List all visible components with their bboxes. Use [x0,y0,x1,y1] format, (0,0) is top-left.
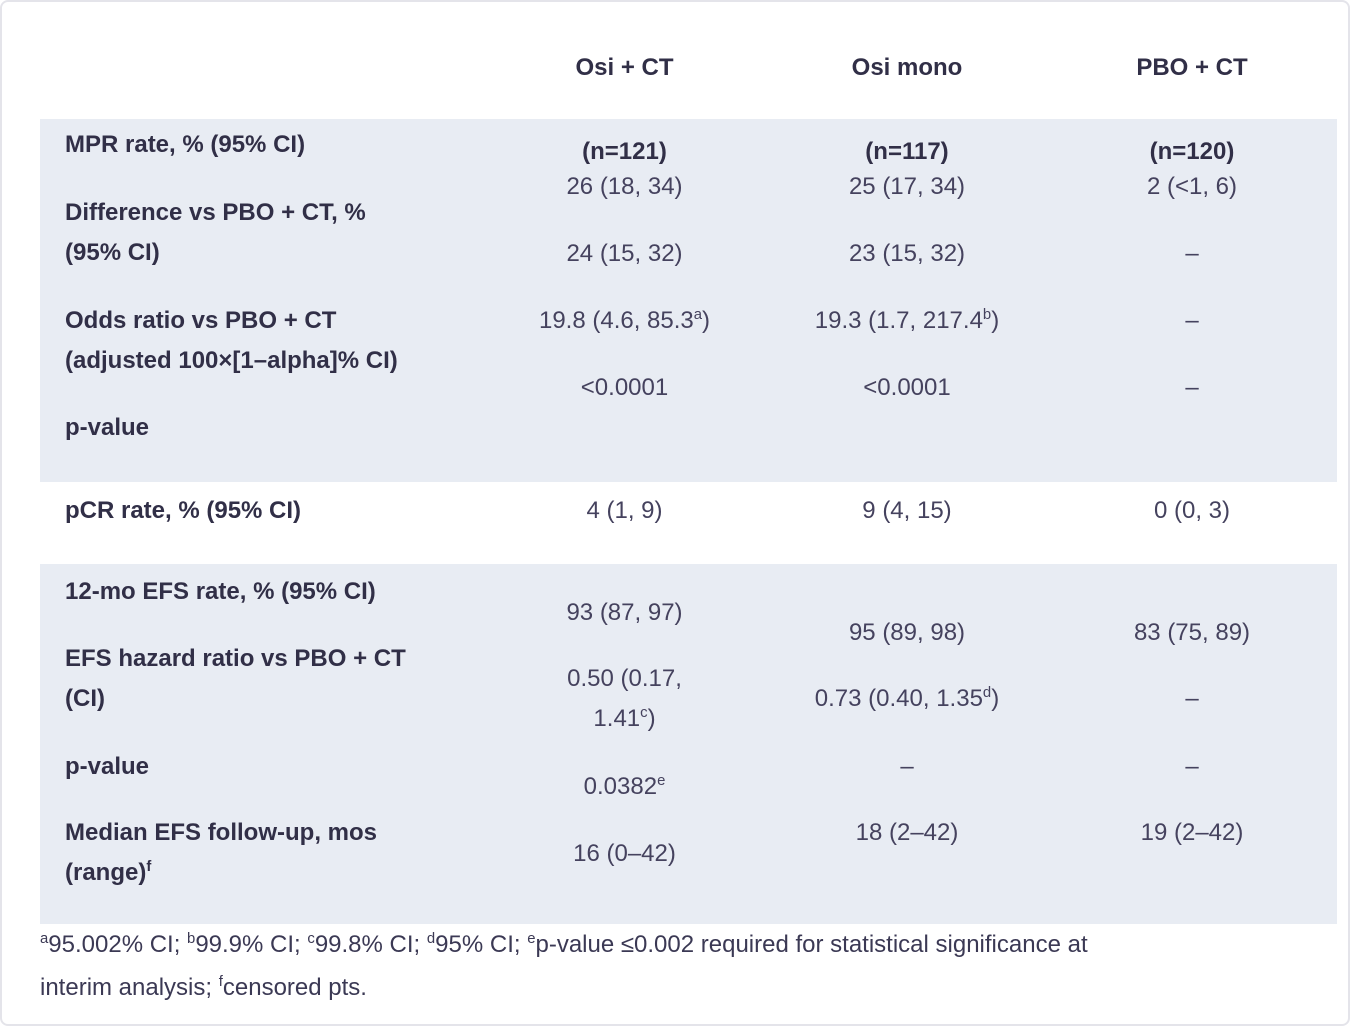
cell-efs-hazard-ratio-osi-ct: 0.50 (0.17, 1.41c) [567,665,682,732]
cell-mpr-difference-osi-mono: 23 (15, 32) [848,240,966,267]
column-header-n: (n=120) [1149,138,1235,165]
row-label-efs-12mo-rate: 12-mo EFS rate, % (95% CI) [65,578,376,605]
cell-efs-12mo-rate-osi-ct: 93 (87, 97) [566,599,683,626]
cell-mpr-p-value-osi-ct: <0.0001 [580,374,669,401]
cell-efs-hazard-ratio-pbo-ct: – [1185,685,1199,712]
row-label-mpr-p-value: p-value [65,414,150,441]
row-label-mpr-rate: MPR rate, % (95% CI) [65,131,306,158]
row-label-pcr-rate: pCR rate, % (95% CI) [65,497,302,524]
shaded-section-efs [40,564,1337,924]
shaded-section-mpr [40,119,1337,482]
row-label-efs-p-value: p-value [65,753,150,780]
cell-pcr-rate-osi-mono: 9 (4, 15) [862,497,952,524]
row-label-mpr-odds-ratio: Odds ratio vs PBO + CT (adjusted 100×[1–… [65,307,398,374]
column-header-n: (n=117) [865,138,949,165]
cell-mpr-rate-osi-mono: 25 (17, 34) [848,173,966,200]
column-header-osi-mono: Osi mono (n=117) [790,5,1024,215]
table-footnote: a95.002% CI; b99.9% CI; c99.8% CI; d95% … [40,931,1088,1001]
row-label-efs-hazard-ratio: EFS hazard ratio vs PBO + CT (CI) [65,645,406,712]
cell-pcr-rate-osi-ct: 4 (1, 9) [586,497,663,524]
cell-efs-12mo-rate-pbo-ct: 83 (75, 89) [1133,619,1251,646]
column-header-n: (n=121) [582,138,667,165]
cell-mpr-odds-ratio-pbo-ct: – [1185,307,1199,334]
cell-efs-12mo-rate-osi-mono: 95 (89, 98) [848,619,966,646]
cell-efs-p-value-osi-ct: 0.0382e [583,773,666,800]
cell-efs-hazard-ratio-osi-mono: 0.73 (0.40, 1.35d) [814,685,1000,712]
column-header-label: Osi + CT [575,54,674,81]
cell-efs-median-followup-pbo-ct: 19 (2–42) [1140,819,1244,846]
cell-mpr-odds-ratio-osi-ct: 19.8 (4.6, 85.3a) [538,307,711,334]
cell-mpr-rate-pbo-ct: 2 (<1, 6) [1146,173,1238,200]
cell-efs-median-followup-osi-ct: 16 (0–42) [573,840,676,867]
cell-mpr-p-value-osi-mono: <0.0001 [863,374,951,401]
cell-efs-p-value-pbo-ct: – [1185,753,1199,780]
cell-efs-p-value-osi-mono: – [900,753,914,780]
column-header-osi-ct: Osi + CT (n=121) [507,5,742,215]
cell-efs-median-followup-osi-mono: 18 (2–42) [855,819,959,846]
column-header-label: Osi mono [851,54,963,81]
column-header-label: PBO + CT [1136,54,1248,81]
cell-mpr-difference-osi-ct: 24 (15, 32) [566,240,683,267]
cell-pcr-rate-pbo-ct: 0 (0, 3) [1153,497,1231,524]
cell-mpr-p-value-pbo-ct: – [1185,374,1199,401]
row-label-efs-median-followup: Median EFS follow-up, mos (range)f [65,819,377,886]
cell-mpr-rate-osi-ct: 26 (18, 34) [566,173,683,200]
cell-mpr-odds-ratio-osi-mono: 19.3 (1.7, 217.4b) [814,307,1000,334]
cell-mpr-difference-pbo-ct: – [1185,240,1199,267]
row-label-mpr-difference: Difference vs PBO + CT, % (95% CI) [65,199,366,266]
column-header-pbo-ct: PBO + CT (n=120) [1075,5,1309,215]
